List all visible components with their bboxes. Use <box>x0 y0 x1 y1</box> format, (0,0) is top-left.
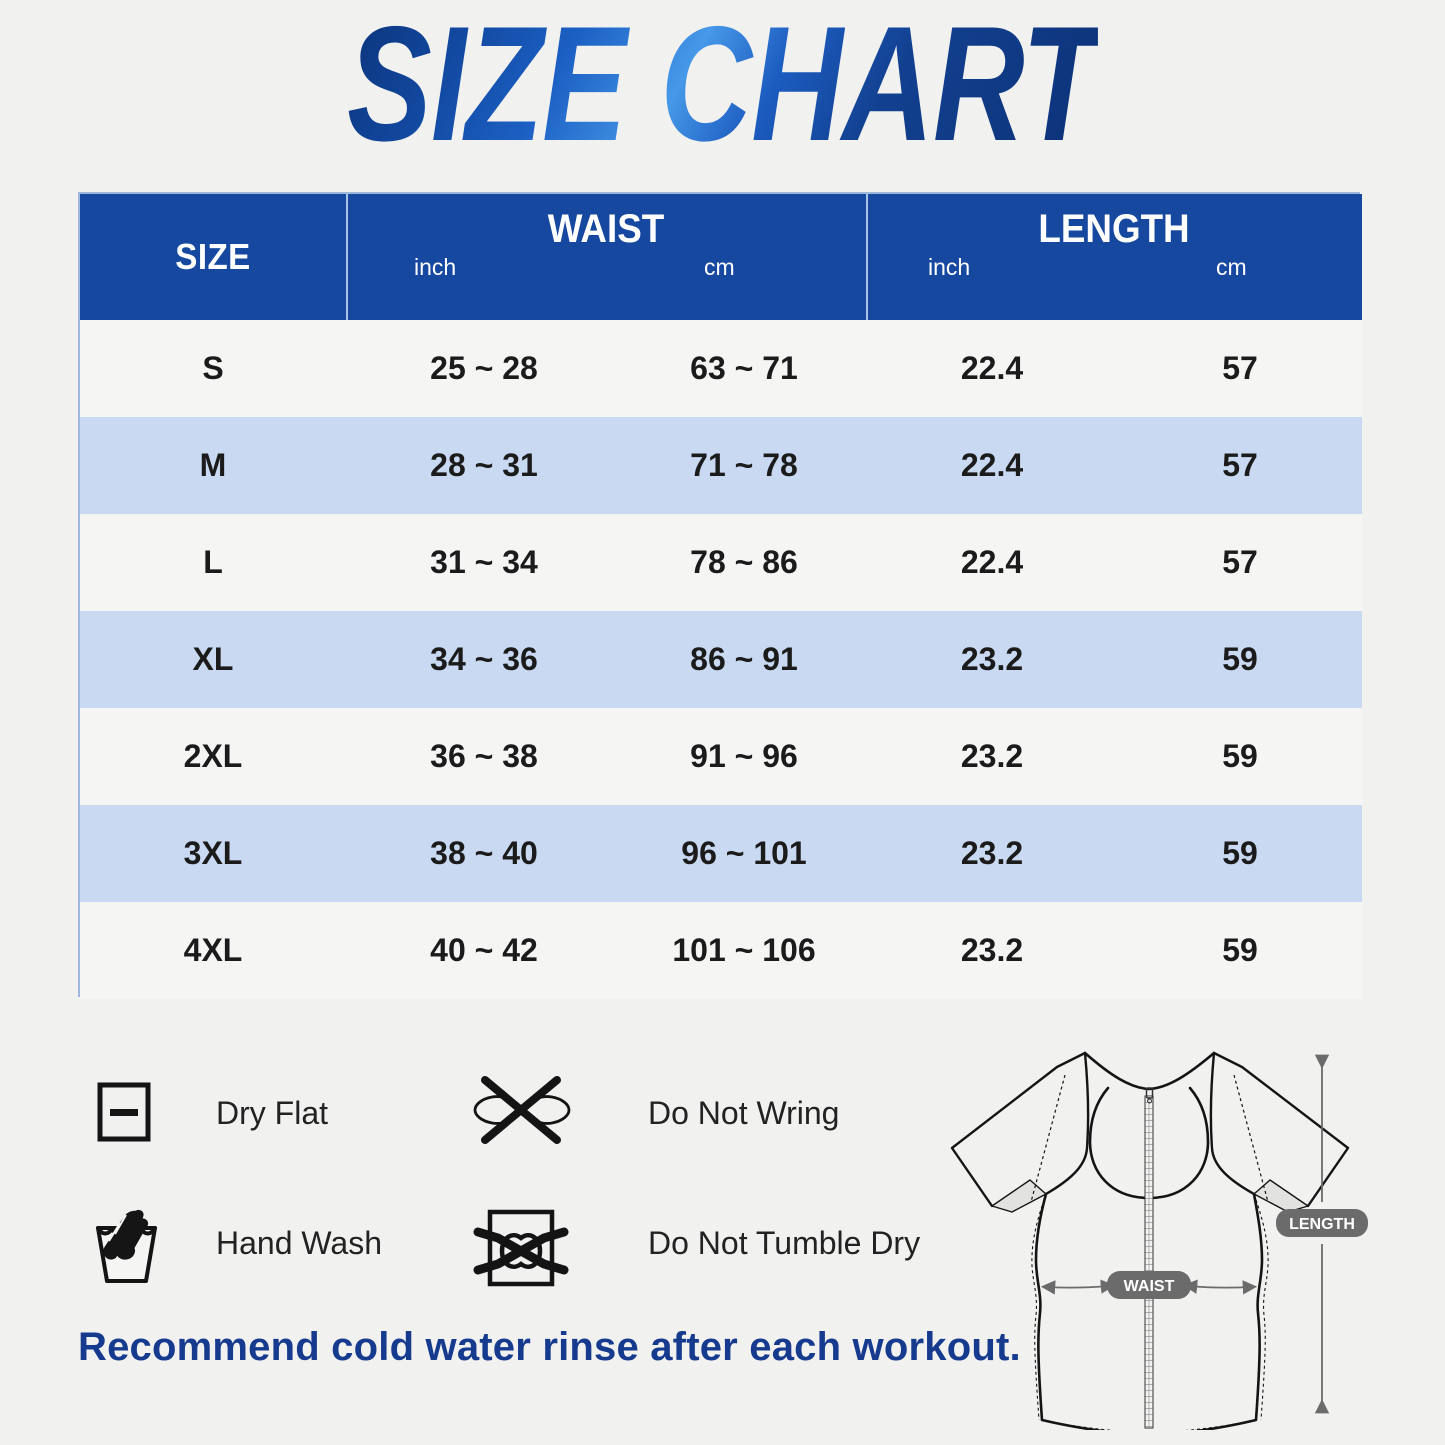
svg-text:LENGTH: LENGTH <box>1289 1216 1355 1233</box>
svg-text:WAIST: WAIST <box>1124 1278 1175 1295</box>
